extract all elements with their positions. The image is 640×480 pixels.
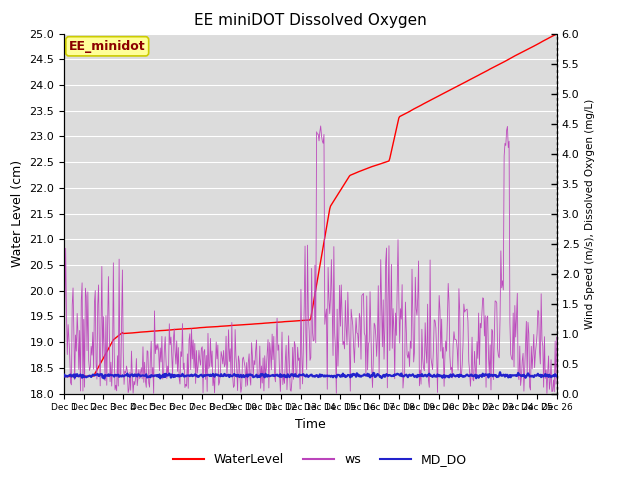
Legend: WaterLevel, ws, MD_DO: WaterLevel, ws, MD_DO [168,448,472,471]
Y-axis label: Water Level (cm): Water Level (cm) [11,160,24,267]
Title: EE miniDOT Dissolved Oxygen: EE miniDOT Dissolved Oxygen [194,13,427,28]
X-axis label: Time: Time [295,418,326,431]
Y-axis label: Wind Speed (m/s), Dissolved Oxygen (mg/L): Wind Speed (m/s), Dissolved Oxygen (mg/L… [585,98,595,329]
Text: EE_minidot: EE_minidot [69,40,145,53]
